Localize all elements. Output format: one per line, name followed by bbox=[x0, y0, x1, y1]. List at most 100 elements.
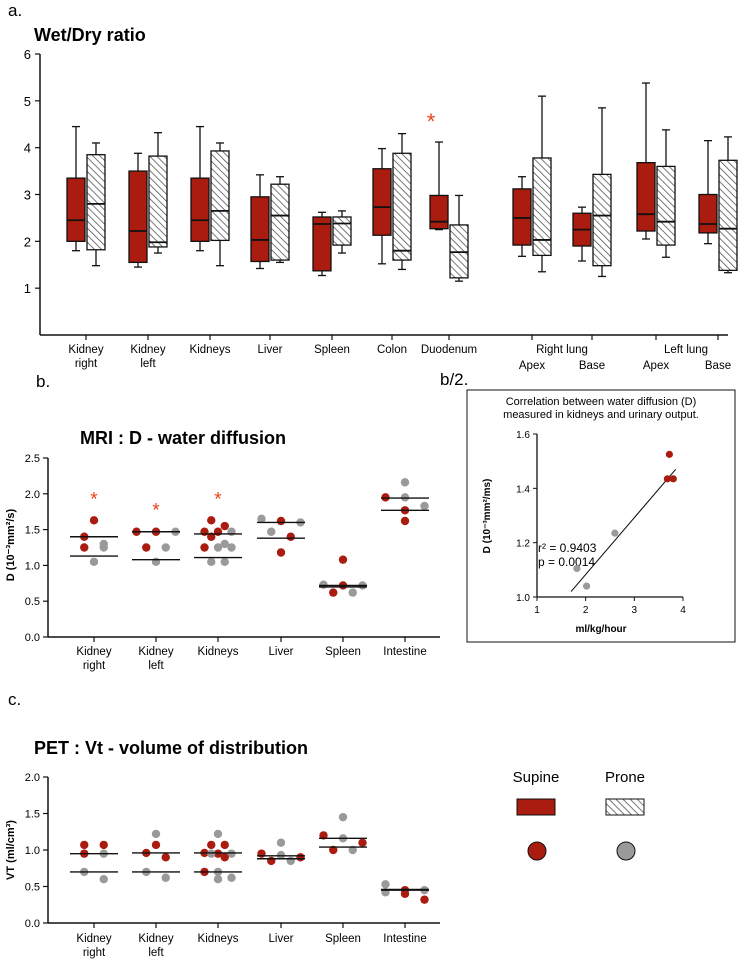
chart-c-y-tick-label-1.0: 1.0 bbox=[25, 845, 40, 857]
chart-b-x-label-spleen-4: Spleen bbox=[325, 646, 361, 658]
chart-a-x-label-left-1: left bbox=[140, 358, 156, 370]
chart-b2-title-line1: Correlation between water diffusion (D) bbox=[506, 396, 697, 408]
chart-a-box-supine-9 bbox=[636, 162, 656, 232]
chart-c-point-prone-5-0 bbox=[381, 880, 390, 889]
chart-b-point-prone-2-3 bbox=[227, 543, 236, 552]
chart-b-point-prone-1-2 bbox=[151, 557, 161, 567]
chart-b-point-supine-5-2 bbox=[400, 516, 410, 526]
chart-c-point-supine-5-1 bbox=[400, 889, 410, 898]
chart-b-point-prone-2-1 bbox=[220, 539, 229, 549]
chart-b-point-supine-3-1 bbox=[286, 532, 295, 541]
chart-c-point-prone-2-2 bbox=[207, 849, 216, 858]
chart-b-point-supine-0-2 bbox=[80, 543, 89, 552]
chart-b-x-label-left-1: left bbox=[148, 660, 164, 672]
chart-c-point-supine-5-2 bbox=[420, 895, 429, 904]
chart-b2-point-prone-2 bbox=[611, 529, 619, 537]
legend-supine-box-swatch bbox=[516, 798, 556, 816]
chart-b-point-supine-5-0 bbox=[381, 493, 390, 502]
chart-c-point-supine-1-0 bbox=[151, 840, 161, 850]
chart-b-point-prone-3-2 bbox=[267, 527, 276, 536]
chart-a-box-prone-7 bbox=[532, 157, 552, 257]
chart-b-y-tick-label-1.5: 1.5 bbox=[25, 525, 40, 537]
chart-b2-ylabel: D (10⁻³mm²/ms) bbox=[482, 479, 493, 554]
chart-a-box-prone-8 bbox=[592, 173, 612, 267]
chart-c-y-tick-label-2.0: 2.0 bbox=[25, 772, 40, 784]
chart-c-point-supine-4-1 bbox=[358, 838, 367, 847]
chart-c-point-supine-2-3 bbox=[213, 849, 223, 858]
chart-c-point-prone-3-2 bbox=[286, 856, 295, 866]
chart-b-point-supine-3-0 bbox=[276, 516, 286, 526]
chart-b-significance-star-0: * bbox=[90, 489, 98, 510]
chart-a-y-tick-label-1: 1 bbox=[24, 281, 31, 296]
chart-b2-fit-line bbox=[570, 468, 677, 592]
chart-a-y-tick-label-3: 3 bbox=[24, 188, 31, 203]
chart-c-x-label-kidneys-2: Kidneys bbox=[198, 933, 239, 945]
chart-c-point-prone-2-5 bbox=[213, 875, 223, 884]
legend-supine-dot-swatch bbox=[527, 841, 547, 861]
chart-c-point-prone-3-0 bbox=[276, 838, 286, 847]
chart-c-point-supine-4-2 bbox=[329, 845, 338, 855]
chart-b-x-label-right-0: right bbox=[83, 660, 106, 672]
chart-c-point-prone-0-2 bbox=[99, 875, 108, 884]
legend-prone-dot-swatch bbox=[616, 841, 636, 861]
chart-a-box-supine-0 bbox=[66, 177, 86, 242]
chart-b2-x-tick-label-3: 3 bbox=[632, 605, 638, 616]
chart-c-point-supine-2-0 bbox=[207, 840, 216, 850]
chart-b-point-prone-5-1 bbox=[400, 493, 410, 502]
chart-b2-x-tick-label-4: 4 bbox=[680, 605, 686, 616]
chart-b2-point-supine-2 bbox=[669, 475, 677, 483]
chart-c-y-tick-label-1.5: 1.5 bbox=[25, 809, 40, 821]
chart-c-point-prone-4-0 bbox=[338, 812, 348, 822]
chart-c-x-label-left-1: left bbox=[148, 947, 164, 959]
chart-b-ylabel: D (10⁻³mm²/s) bbox=[5, 508, 17, 581]
chart-a-box-supine-3 bbox=[250, 196, 270, 263]
panel-letter-b2: b/2. bbox=[440, 370, 468, 389]
chart-a-box-prone-2 bbox=[210, 150, 230, 242]
chart-b-point-supine-4-2 bbox=[329, 588, 338, 597]
chart-a-box-prone-0 bbox=[86, 154, 106, 251]
chart-a-x-label-liver-3: Liver bbox=[258, 344, 283, 356]
chart-a-box-prone-9 bbox=[656, 165, 676, 246]
chart-a-box-supine-10 bbox=[698, 193, 718, 234]
chart-c-point-supine-3-2 bbox=[267, 856, 276, 866]
chart-b-point-supine-2-4 bbox=[207, 532, 216, 541]
chart-b2-frame bbox=[466, 389, 736, 643]
chart-c-x-label-intestine-5: Intestine bbox=[383, 933, 426, 945]
panel-letter-c: c. bbox=[8, 690, 21, 709]
chart-c-point-supine-3-1 bbox=[296, 853, 305, 862]
chart-b-point-prone-5-2 bbox=[420, 501, 429, 511]
chart-c-point-prone-4-2 bbox=[348, 845, 357, 855]
chart-b-x-label-intestine-5: Intestine bbox=[383, 646, 426, 658]
chart-c-point-supine-3-0 bbox=[257, 849, 266, 858]
chart-b2-y-tick-label-1.0: 1.0 bbox=[516, 593, 530, 604]
chart-b-point-supine-2-0 bbox=[207, 516, 216, 525]
chart-a-y-tick-label-5: 5 bbox=[24, 94, 31, 109]
chart-a-group-header-left-lung: Left lung bbox=[664, 344, 708, 356]
chart-a-x-label-apex-9: Apex bbox=[643, 360, 669, 372]
chart-a-wet-dry-ratio: 1 2 3 4 5 6 Kidney right Kidney left Kidneys Liver S… bbox=[24, 47, 738, 372]
chart-c-point-prone-3-1 bbox=[276, 850, 286, 860]
chart-b-point-supine-2-5 bbox=[200, 543, 209, 552]
chart-b-point-supine-1-2 bbox=[142, 543, 151, 552]
chart-b-title: MRI : D - water diffusion bbox=[80, 428, 286, 448]
chart-b2-point-supine-1 bbox=[663, 475, 672, 483]
chart-b-point-prone-2-0 bbox=[227, 527, 236, 536]
chart-c-title: PET : Vt - volume of distribution bbox=[34, 738, 308, 758]
chart-a-box-supine-4 bbox=[312, 216, 332, 272]
chart-b-x-label-kidney-0: Kidney bbox=[76, 646, 111, 658]
chart-a-y-tick-label-6: 6 bbox=[24, 47, 31, 62]
chart-b-point-prone-2-4 bbox=[207, 557, 216, 567]
chart-b-point-prone-4-0 bbox=[319, 580, 328, 589]
chart-a-x-label-apex-7: Apex bbox=[519, 360, 545, 372]
chart-b-x-label-kidneys-2: Kidneys bbox=[198, 646, 239, 658]
chart-b2-x-tick-label-2: 2 bbox=[583, 605, 589, 616]
chart-b2-point-prone-0 bbox=[573, 564, 581, 573]
chart-a-title: Wet/Dry ratio bbox=[34, 25, 146, 45]
chart-b-x-label-kidney-1: Kidney bbox=[138, 646, 173, 658]
chart-c-y-tick-label-0.5: 0.5 bbox=[25, 882, 40, 894]
chart-b-point-supine-2-3 bbox=[213, 527, 223, 536]
chart-b-significance-star-1: * bbox=[152, 501, 160, 522]
chart-c-x-label-liver-3: Liver bbox=[269, 933, 294, 945]
chart-a-box-supine-7 bbox=[512, 188, 532, 246]
chart-a-box-prone-10 bbox=[718, 159, 738, 272]
